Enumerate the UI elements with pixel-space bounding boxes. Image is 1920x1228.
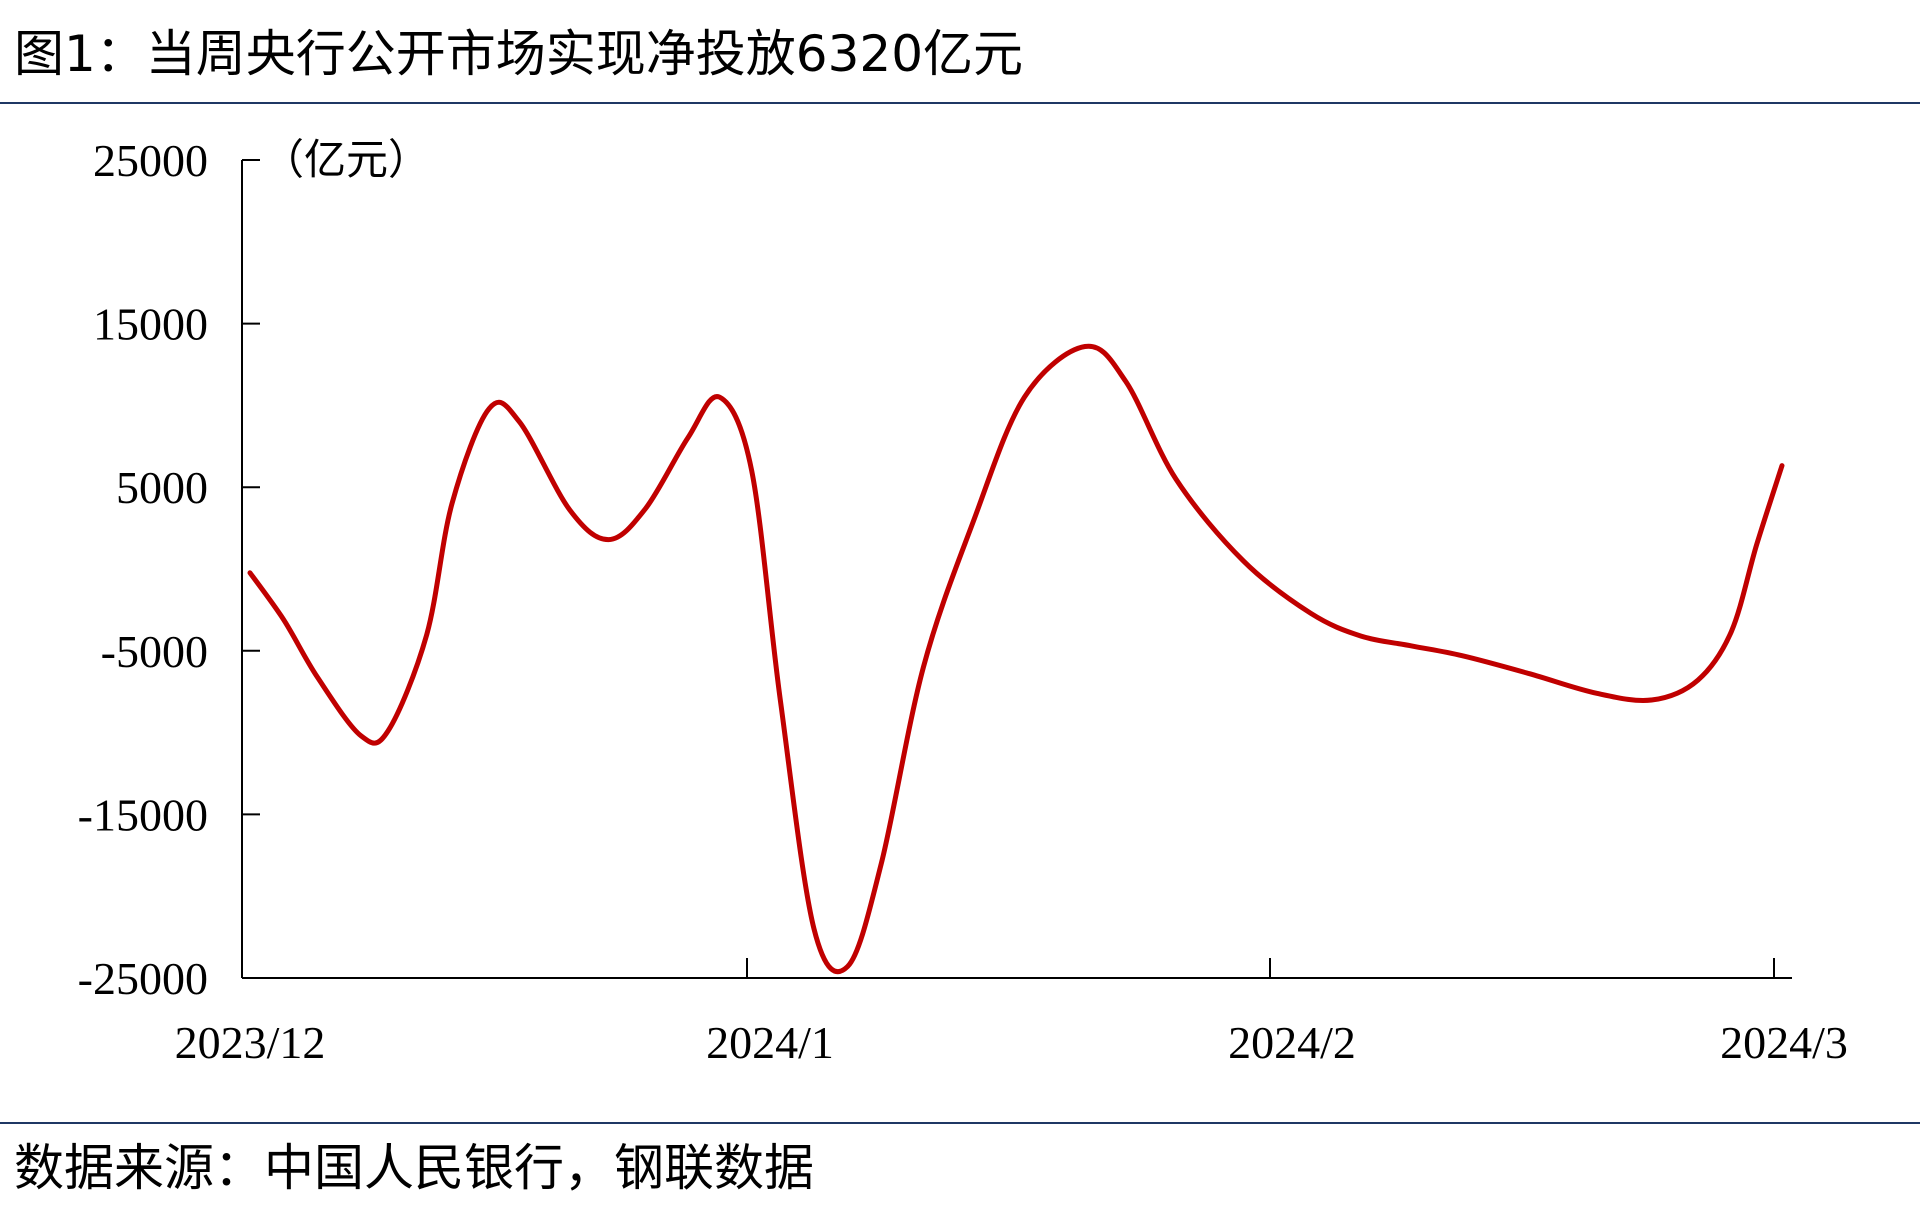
x-tick-label: 2024/2 xyxy=(1228,1017,1356,1068)
y-tick-label: -15000 xyxy=(78,789,208,840)
title-divider xyxy=(0,102,1920,104)
footer-divider xyxy=(0,1122,1920,1124)
y-tick-label: 15000 xyxy=(93,299,208,350)
series-line xyxy=(247,343,1785,975)
chart-title: 图1：当周央行公开市场实现净投放6320亿元 xyxy=(14,25,1024,83)
x-tick-label: 2024/1 xyxy=(706,1017,834,1068)
y-tick-label: 5000 xyxy=(116,462,208,513)
x-tick-label: 2023/12 xyxy=(175,1017,326,1068)
x-tick-label: 2024/3 xyxy=(1720,1017,1848,1068)
y-tick-label: 25000 xyxy=(93,135,208,186)
x-ticks: 2023/12 2024/1 2024/2 2024/3 xyxy=(175,958,1848,1068)
y-tick-label: -5000 xyxy=(101,626,208,677)
y-tick-label: -25000 xyxy=(78,953,208,1004)
y-ticks: 25000 15000 5000 -5000 -15000 -25000 xyxy=(78,135,260,1004)
unit-label: （亿元） xyxy=(262,135,430,184)
data-source-note: 数据来源：中国人民银行，钢联数据 xyxy=(14,1139,814,1197)
